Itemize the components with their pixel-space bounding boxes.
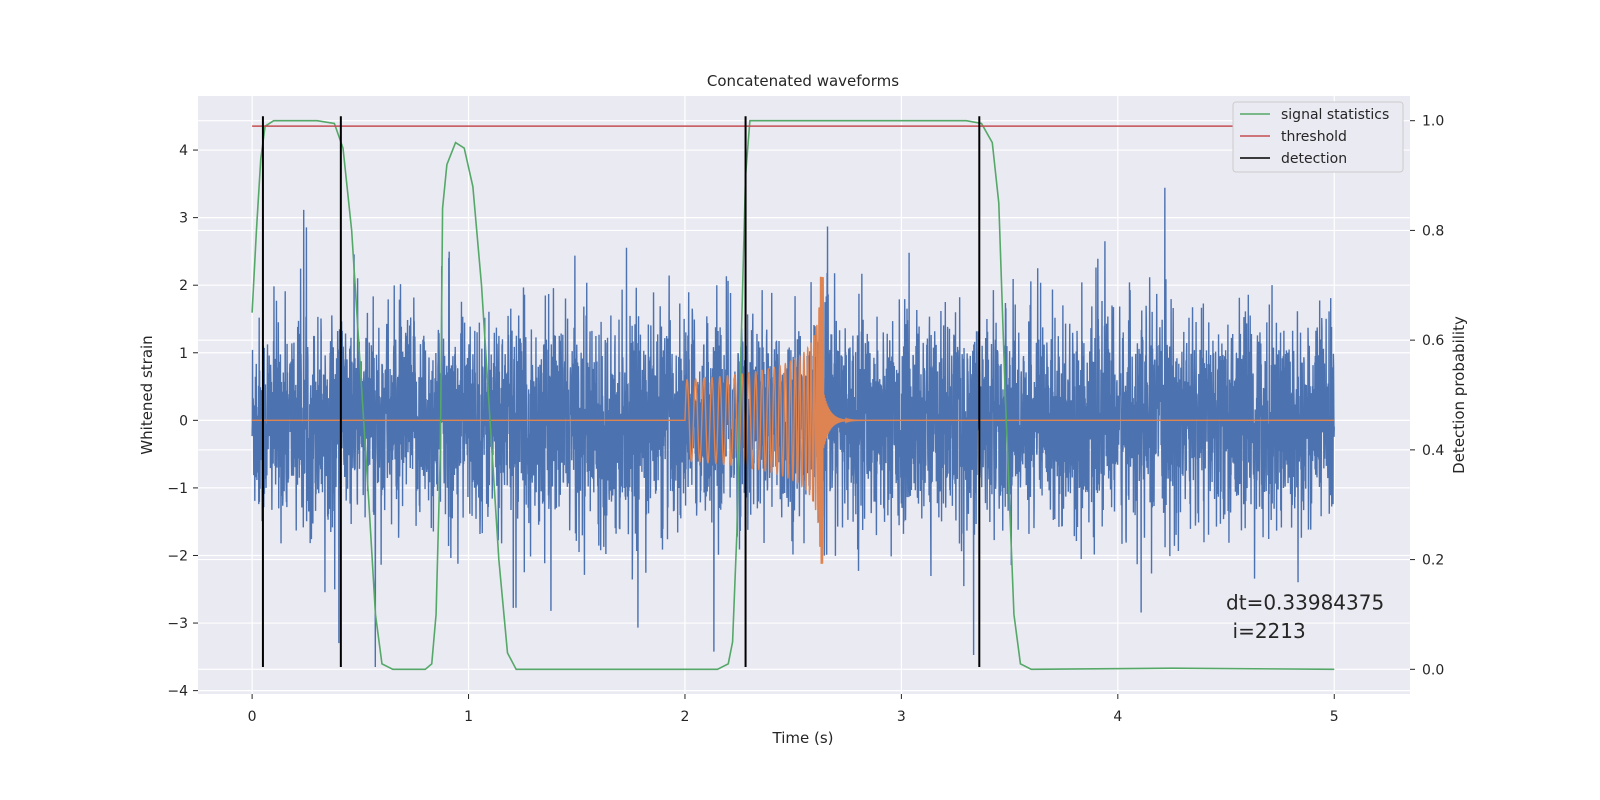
x-tick-label-0: 0 bbox=[248, 709, 257, 725]
x-tick-label-1: 1 bbox=[464, 709, 473, 725]
y2-tick-label-3: 0.6 bbox=[1422, 333, 1444, 349]
x-tick-label-4: 4 bbox=[1113, 709, 1122, 725]
y2-tick-label-1: 0.2 bbox=[1422, 553, 1444, 569]
y-tick-label-5: 1 bbox=[179, 346, 188, 362]
x-axis-ticks: 0 1 2 3 4 5 bbox=[248, 694, 1339, 725]
y2-tick-label-4: 0.8 bbox=[1422, 223, 1444, 239]
x-tick-label-3: 3 bbox=[897, 709, 906, 725]
y-tick-label-6: 2 bbox=[179, 278, 188, 294]
y-axis-label: Whitened strain bbox=[138, 335, 156, 454]
legend: signal statistics threshold detection bbox=[1232, 101, 1404, 173]
y2-axis-label: Detection probability bbox=[1450, 316, 1468, 474]
x-tick-label-2: 2 bbox=[681, 709, 690, 725]
y-tick-label-3: −1 bbox=[167, 481, 188, 497]
y-tick-label-1: −3 bbox=[167, 616, 188, 632]
series-signal-statistics bbox=[251, 119, 1335, 671]
y-tick-label-4: 0 bbox=[179, 413, 188, 429]
legend-box bbox=[1232, 101, 1404, 173]
y2-tick-label-0: 0.0 bbox=[1422, 662, 1444, 678]
series-injected-waveform bbox=[252, 276, 1335, 564]
x-tick-label-5: 5 bbox=[1330, 709, 1339, 725]
annotation-index: i=2213 bbox=[1233, 619, 1306, 643]
legend-label-detection: detection bbox=[1281, 151, 1347, 167]
series-layer bbox=[251, 116, 1335, 671]
y-tick-label-2: −2 bbox=[167, 548, 188, 564]
y2-tick-label-5: 1.0 bbox=[1422, 114, 1444, 130]
legend-label-signal-statistics: signal statistics bbox=[1281, 107, 1389, 123]
legend-label-threshold: threshold bbox=[1281, 129, 1347, 145]
series-whitened-strain-noise bbox=[251, 187, 1335, 667]
y2-tick-label-2: 0.4 bbox=[1422, 443, 1444, 459]
y2-axis-ticks: 0.0 0.2 0.4 0.6 0.8 1.0 bbox=[1410, 114, 1444, 678]
annotation-dt: dt=0.33984375 bbox=[1226, 591, 1384, 615]
x-axis-label: Time (s) bbox=[772, 729, 834, 747]
y-tick-label-8: 4 bbox=[179, 143, 188, 159]
y-tick-label-0: −4 bbox=[167, 684, 188, 700]
y-axis-ticks: −4 −3 −2 −1 0 1 2 3 4 bbox=[167, 143, 198, 700]
chart-title: Concatenated waveforms bbox=[707, 72, 899, 90]
series-detection-lines bbox=[261, 116, 981, 667]
y-tick-label-7: 3 bbox=[179, 211, 188, 227]
